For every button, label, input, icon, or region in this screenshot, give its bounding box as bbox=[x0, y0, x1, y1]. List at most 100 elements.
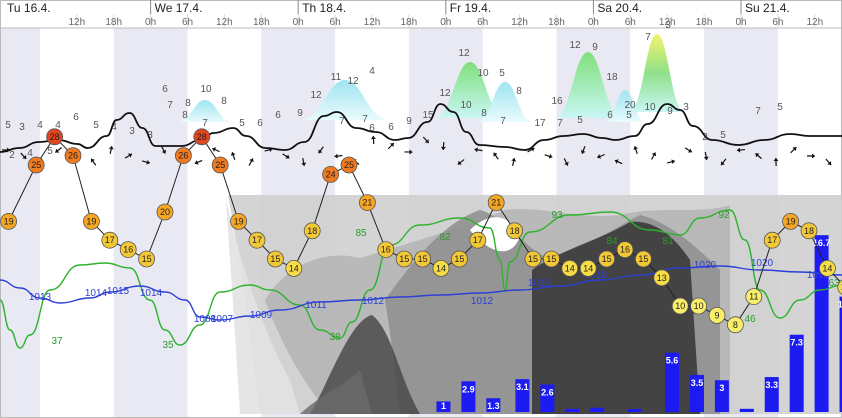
humidity-label: 93 bbox=[551, 210, 563, 221]
humidity-series: 37 35 38 85 82 93 84 81 92 46 63 bbox=[0, 209, 842, 351]
wind-speed-label: 18 bbox=[606, 72, 618, 83]
hour-tick-label: 18h bbox=[548, 17, 565, 28]
wind-gust-area bbox=[177, 34, 685, 122]
wind-arrow bbox=[703, 151, 709, 161]
temperature-label: 21 bbox=[362, 198, 372, 208]
wind-mean-label: 8 bbox=[481, 108, 487, 119]
humidity-line bbox=[0, 209, 842, 349]
wind-speed-label: 16 bbox=[551, 96, 563, 107]
day-label: Fr 19.4. bbox=[450, 1, 491, 15]
wind-gust-bump bbox=[177, 100, 233, 122]
temperature-point bbox=[266, 250, 284, 268]
temperature-point bbox=[174, 147, 192, 165]
wind-arrow bbox=[282, 153, 290, 159]
wind-speed-label: 7 bbox=[755, 106, 761, 117]
wind-arrow-head bbox=[633, 146, 639, 150]
hour-tick-label: 0h bbox=[440, 17, 451, 28]
temperature-label: 15 bbox=[602, 254, 612, 264]
precip-label: 10.9 bbox=[838, 300, 842, 310]
wind-mean-label: 9 bbox=[667, 106, 673, 117]
temperature-point bbox=[46, 128, 63, 146]
wind-arrow-head bbox=[671, 159, 675, 165]
precip-label: 3.5 bbox=[691, 378, 704, 388]
temperature-point bbox=[64, 147, 82, 165]
wind-speed-label: 6 bbox=[388, 122, 394, 133]
wind-arrow bbox=[684, 147, 693, 153]
wind-mean-label: 10 bbox=[460, 100, 472, 111]
precip-bar bbox=[764, 377, 779, 412]
humidity-label: 38 bbox=[329, 332, 341, 343]
precip-bar bbox=[789, 334, 804, 412]
temperature-point bbox=[0, 212, 18, 230]
temperature-point bbox=[395, 250, 413, 268]
wind-arrow bbox=[580, 146, 586, 154]
wind-arrow bbox=[248, 158, 254, 166]
precip-bar bbox=[739, 408, 754, 412]
temperature-label: 19 bbox=[86, 216, 96, 226]
day-label: Tu 16.4. bbox=[7, 1, 51, 15]
temperature-label: 28 bbox=[50, 132, 60, 142]
wind-mean-label: 6 bbox=[607, 110, 613, 121]
temperature-label: 15 bbox=[270, 254, 280, 264]
temperature-point bbox=[414, 250, 432, 268]
temperature-label: 18 bbox=[307, 226, 317, 236]
wind-speed-label: 8 bbox=[185, 98, 191, 109]
wind-arrow-head bbox=[268, 147, 273, 153]
temperature-label: 15 bbox=[399, 254, 409, 264]
night-band bbox=[113, 28, 188, 418]
wind-gust-bump bbox=[605, 90, 645, 122]
wind-arrow-head bbox=[285, 154, 290, 159]
hour-tick-label: 12h bbox=[511, 17, 528, 28]
temperature-label: 14 bbox=[289, 263, 299, 273]
wind-arrow-head bbox=[530, 147, 535, 152]
wind-arrow bbox=[370, 135, 376, 145]
precip-bar bbox=[714, 380, 729, 412]
pressure-label: 1018 bbox=[807, 270, 830, 281]
wind-arrow-head bbox=[249, 158, 254, 163]
temperature-label: 20 bbox=[160, 207, 170, 217]
humidity-label: 63 bbox=[828, 278, 840, 289]
wind-arrow-head bbox=[564, 161, 569, 166]
wind-arrow-head bbox=[90, 158, 95, 163]
temperature-point bbox=[303, 222, 321, 240]
wind-arrow bbox=[666, 159, 676, 165]
wind-speed-label: 8 bbox=[516, 86, 522, 97]
temperature-point bbox=[487, 194, 505, 212]
temperature-label: 18 bbox=[804, 226, 814, 236]
wind-arrow bbox=[457, 159, 465, 165]
precip-bar bbox=[590, 407, 605, 412]
wind-arrow-head bbox=[55, 148, 60, 153]
temperature-label: 15 bbox=[528, 254, 538, 264]
temperature-point bbox=[690, 297, 707, 315]
hour-tick-label: 6h bbox=[625, 17, 636, 28]
hour-tick-label: 0h bbox=[735, 17, 746, 28]
precip-bar bbox=[515, 379, 530, 412]
temperature-point bbox=[119, 241, 137, 259]
temperature-label: 10 bbox=[675, 301, 685, 311]
wind-arrow-head bbox=[161, 149, 167, 154]
pressure-label: 1015 bbox=[107, 286, 130, 297]
wind-arrow-head bbox=[580, 150, 586, 154]
temperature-point bbox=[322, 165, 340, 183]
temperature-point bbox=[671, 297, 689, 315]
wind-arrow-head bbox=[318, 149, 323, 154]
wind-arrow-head bbox=[703, 156, 709, 160]
precip-label: 5.6 bbox=[666, 356, 679, 366]
wind-arrow bbox=[563, 158, 569, 166]
wind-speed-label: 20 bbox=[624, 100, 636, 111]
pressure-label: 1012 bbox=[362, 296, 385, 307]
hour-axis: 12h 18h 0h 6h 12h 18h 0h 6h 12h 18h 0h 6h 12h 18h 0h 6h… bbox=[68, 14, 823, 28]
temperature-point bbox=[837, 279, 842, 295]
hour-tick-label: 12h bbox=[659, 17, 676, 28]
wind-mean-label: 7 bbox=[557, 118, 563, 129]
wind-arrow bbox=[124, 153, 133, 159]
hour-tick-label: 18h bbox=[401, 17, 418, 28]
wind-arrow bbox=[773, 157, 779, 167]
day-label: Sa 20.4. bbox=[597, 1, 642, 15]
wind-arrow-head bbox=[597, 154, 602, 159]
wind-arrow-head bbox=[493, 152, 498, 157]
temperature-label: 14 bbox=[583, 263, 593, 273]
wind-arrow-head bbox=[737, 147, 741, 153]
temperature-label: 17 bbox=[473, 235, 483, 245]
wind-gust-bump bbox=[629, 34, 685, 112]
